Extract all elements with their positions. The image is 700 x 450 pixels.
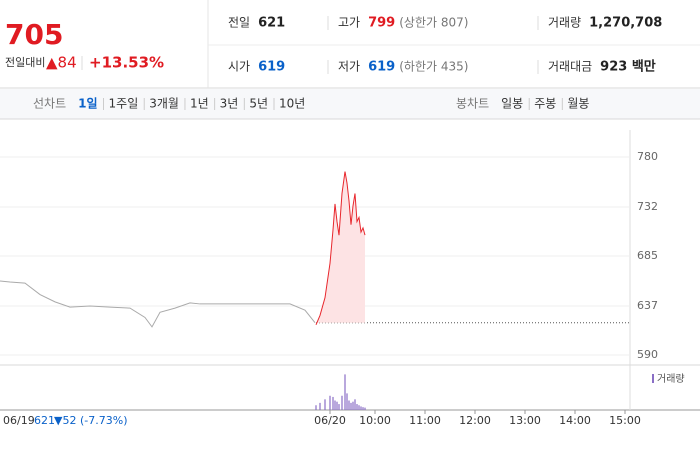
prev-rate: (-7.73%)	[80, 414, 128, 427]
price-line	[315, 171, 366, 325]
tab[interactable]: 주봉	[534, 97, 556, 111]
stat-note: (하한가 435)	[399, 60, 468, 74]
tab[interactable]: 5년	[249, 97, 268, 111]
volume-bar	[362, 407, 364, 410]
prev-date: 06/19	[3, 414, 35, 427]
prev-change: ▼52	[54, 414, 76, 427]
header-bg	[0, 0, 700, 88]
x-tick-label: 11:00	[409, 414, 441, 427]
stat-note: (상한가 807)	[399, 16, 468, 30]
volume-bar	[354, 399, 356, 410]
tab[interactable]: 1주일	[109, 97, 139, 111]
stat-label: 거래대금	[548, 60, 592, 74]
tab[interactable]: 3개월	[149, 97, 179, 111]
stat-value: 619	[368, 60, 395, 75]
x-tick-label: 15:00	[609, 414, 641, 427]
stat-value: 1,270,708	[589, 16, 662, 31]
volume-bar	[341, 395, 343, 410]
stat-label: 거래량	[548, 16, 581, 30]
tab[interactable]: 10년	[279, 97, 305, 111]
tab[interactable]: 월봉	[567, 97, 589, 111]
stat-label: 고가	[338, 16, 360, 30]
change-rate: +13.53%	[89, 54, 164, 72]
tab[interactable]: 3년	[220, 97, 239, 111]
volume-bar	[350, 402, 352, 410]
legend-swatch	[652, 374, 654, 383]
volume-bar	[352, 401, 354, 410]
x-tick-label: 13:00	[509, 414, 541, 427]
volume-bar	[346, 393, 348, 410]
change-label: 전일대비	[5, 55, 45, 69]
stat-value: 923 백만	[600, 59, 656, 75]
volume-bar	[319, 402, 321, 410]
stat-label: 전일	[228, 16, 250, 30]
tab-group-label: 선차트	[33, 97, 66, 111]
y-tick-label: 685	[637, 249, 658, 262]
volume-bar	[334, 400, 336, 410]
x-tick-label: 06/20	[314, 414, 346, 427]
volume-bar	[329, 395, 331, 410]
volume-bar	[324, 399, 326, 410]
legend-label: 거래량	[657, 373, 685, 385]
volume-bar	[348, 400, 350, 410]
y-tick-label: 637	[637, 299, 658, 312]
price-line	[0, 280, 316, 328]
tab[interactable]: 1년	[190, 97, 209, 111]
volume-bar	[360, 406, 362, 410]
tab-bar	[0, 89, 700, 119]
x-tick-label: 10:00	[359, 414, 391, 427]
volume-bar	[344, 374, 346, 410]
change: ▲84	[46, 54, 77, 72]
x-tick-label: 12:00	[459, 414, 491, 427]
tab[interactable]: 일봉	[501, 97, 523, 111]
volume-bar	[338, 404, 340, 410]
volume-bar	[358, 405, 360, 410]
prev-close: 621	[34, 414, 55, 427]
volume-bar	[336, 401, 338, 410]
stat-label: 저가	[338, 60, 360, 74]
tab-group-label: 봉차트	[456, 97, 489, 111]
stat-value: 619	[258, 60, 285, 75]
volume-bar	[356, 404, 358, 410]
y-tick-label: 590	[637, 348, 658, 361]
y-tick-label: 732	[637, 200, 658, 213]
stat-value: 621	[258, 16, 285, 31]
volume-bar	[315, 405, 317, 410]
stat-label: 시가	[228, 60, 250, 74]
volume-bar	[364, 407, 366, 410]
volume-bar	[332, 396, 334, 410]
stat-value: 799	[368, 16, 395, 31]
tab[interactable]: 1일	[78, 97, 97, 111]
price: 705	[5, 18, 63, 51]
x-tick-label: 14:00	[559, 414, 591, 427]
y-tick-label: 780	[637, 150, 658, 163]
